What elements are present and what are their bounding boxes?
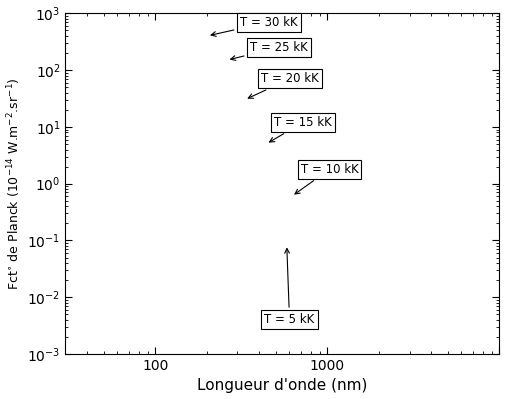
Y-axis label: Fct$^{\circ}$ de Planck $(10^{-14}$ W.m$^{-2}$.sr$^{-1})$: Fct$^{\circ}$ de Planck $(10^{-14}$ W.m$… [6, 77, 23, 290]
Text: T = 5 kK: T = 5 kK [265, 249, 315, 326]
Text: T = 10 kK: T = 10 kK [295, 163, 359, 194]
X-axis label: Longueur d'onde (nm): Longueur d'onde (nm) [197, 378, 368, 393]
Text: T = 20 kK: T = 20 kK [248, 73, 319, 98]
Text: T = 30 kK: T = 30 kK [211, 16, 297, 36]
Text: T = 25 kK: T = 25 kK [231, 41, 308, 60]
Text: T = 15 kK: T = 15 kK [270, 116, 332, 142]
